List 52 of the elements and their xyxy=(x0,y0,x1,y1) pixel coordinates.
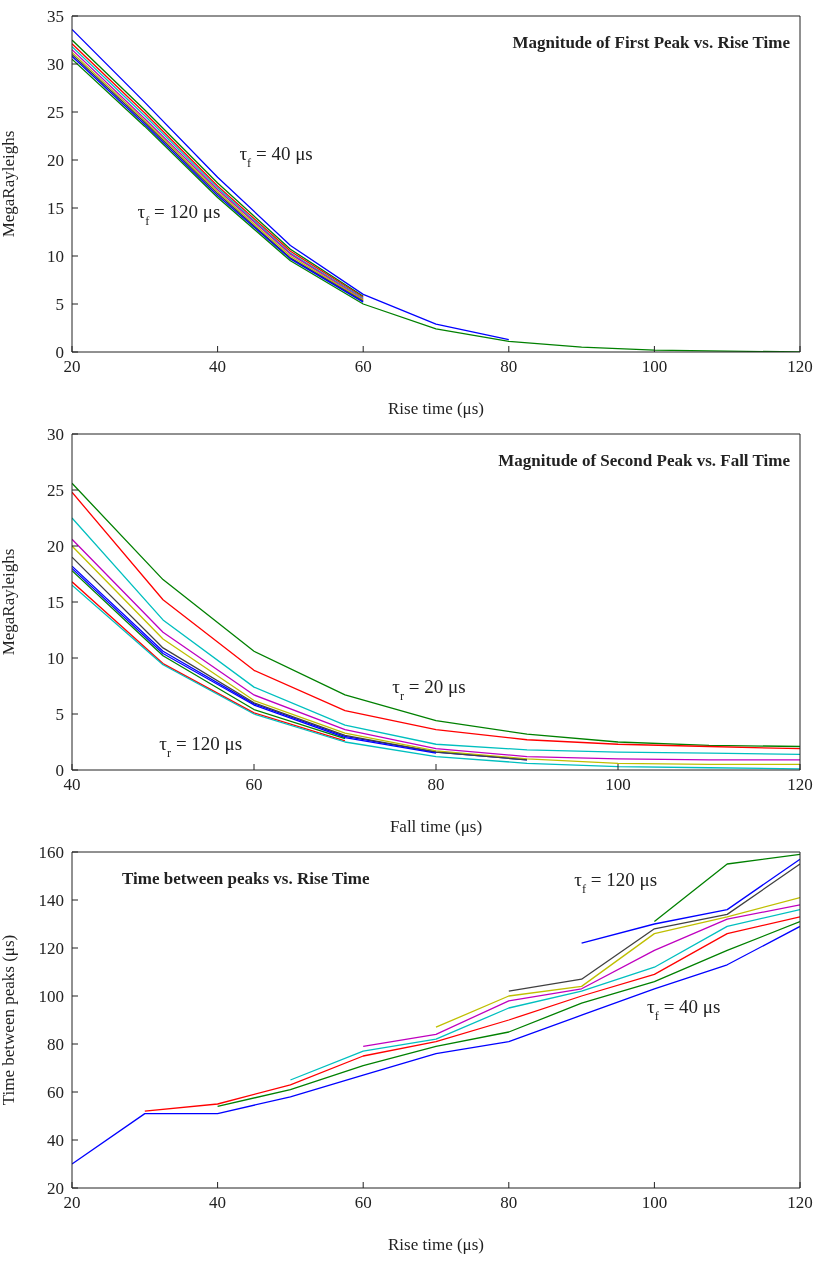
y-tick-label: 0 xyxy=(55,761,64,781)
y-tick-label: 160 xyxy=(38,843,64,863)
y-tick-label: 120 xyxy=(38,939,64,959)
x-tick-label: 100 xyxy=(641,357,668,377)
annotation: τ$_{f}$ = 40 μs xyxy=(647,996,721,1024)
y-tick-label: 10 xyxy=(47,649,64,669)
x-axis-title: Fall time (μs) xyxy=(389,817,483,836)
x-tick-label: 120 xyxy=(787,357,813,377)
y-tick-label: 140 xyxy=(38,891,64,911)
x-tick-label: 60 xyxy=(245,775,263,795)
y-tick-label: 60 xyxy=(47,1083,64,1103)
x-tick-label: 120 xyxy=(787,775,813,795)
y-tick-label: 35 xyxy=(47,7,64,27)
text: Magnitude of First Peak vs. Rise Time xyxy=(512,33,791,52)
annotation: τ$_{r}$ = 20 μs xyxy=(392,675,466,703)
x-tick-label: 120 xyxy=(787,1193,813,1213)
y-tick-label: 20 xyxy=(47,537,64,557)
y-tick-label: 15 xyxy=(47,593,64,613)
x-tick-label: 100 xyxy=(605,775,631,795)
x-tick-label: 60 xyxy=(354,1193,372,1213)
x-tick-label: 80 xyxy=(427,775,445,795)
x-tick-label: 40 xyxy=(209,357,227,377)
y-tick-label: 20 xyxy=(47,1179,64,1199)
y-tick-label: 20 xyxy=(47,151,64,171)
y-tick-label: 10 xyxy=(47,247,64,267)
y-tick-label: 5 xyxy=(55,705,64,725)
annotation: τ$_{f}$ = 120 μs xyxy=(574,868,658,896)
annotation: τ$_{f}$ = 120 μs xyxy=(137,200,221,228)
y-axis-title: MegaRayleighs xyxy=(0,130,19,238)
text: Time between peaks vs. Rise Time xyxy=(122,869,370,888)
x-tick-label: 40 xyxy=(209,1193,227,1213)
x-tick-label: 80 xyxy=(500,357,518,377)
x-tick-label: 60 xyxy=(354,357,372,377)
y-tick-label: 25 xyxy=(47,103,64,123)
y-axis-title: Time between peaks (μs) xyxy=(0,934,19,1106)
annotation: τ$_{r}$ = 120 μs xyxy=(159,732,243,760)
x-tick-label: 100 xyxy=(641,1193,668,1213)
text: Magnitude of Second Peak vs. Fall Time xyxy=(498,451,791,470)
x-axis-title: Rise time (μs) xyxy=(388,1235,484,1254)
y-tick-label: 25 xyxy=(47,481,64,501)
y-tick-label: 30 xyxy=(47,425,64,445)
y-tick-label: 30 xyxy=(47,55,64,75)
y-tick-label: 0 xyxy=(55,343,64,363)
y-axis-title: MegaRayleighs xyxy=(0,548,19,656)
annotation: τ$_{f}$ = 40 μs xyxy=(239,143,313,171)
y-tick-label: 100 xyxy=(38,987,64,1007)
x-tick-label: 80 xyxy=(500,1193,518,1213)
y-tick-label: 80 xyxy=(47,1035,64,1055)
y-tick-label: 40 xyxy=(47,1131,64,1151)
x-axis-title: Rise time (μs) xyxy=(388,399,484,418)
y-tick-label: 5 xyxy=(55,295,64,315)
y-tick-label: 15 xyxy=(47,199,64,219)
